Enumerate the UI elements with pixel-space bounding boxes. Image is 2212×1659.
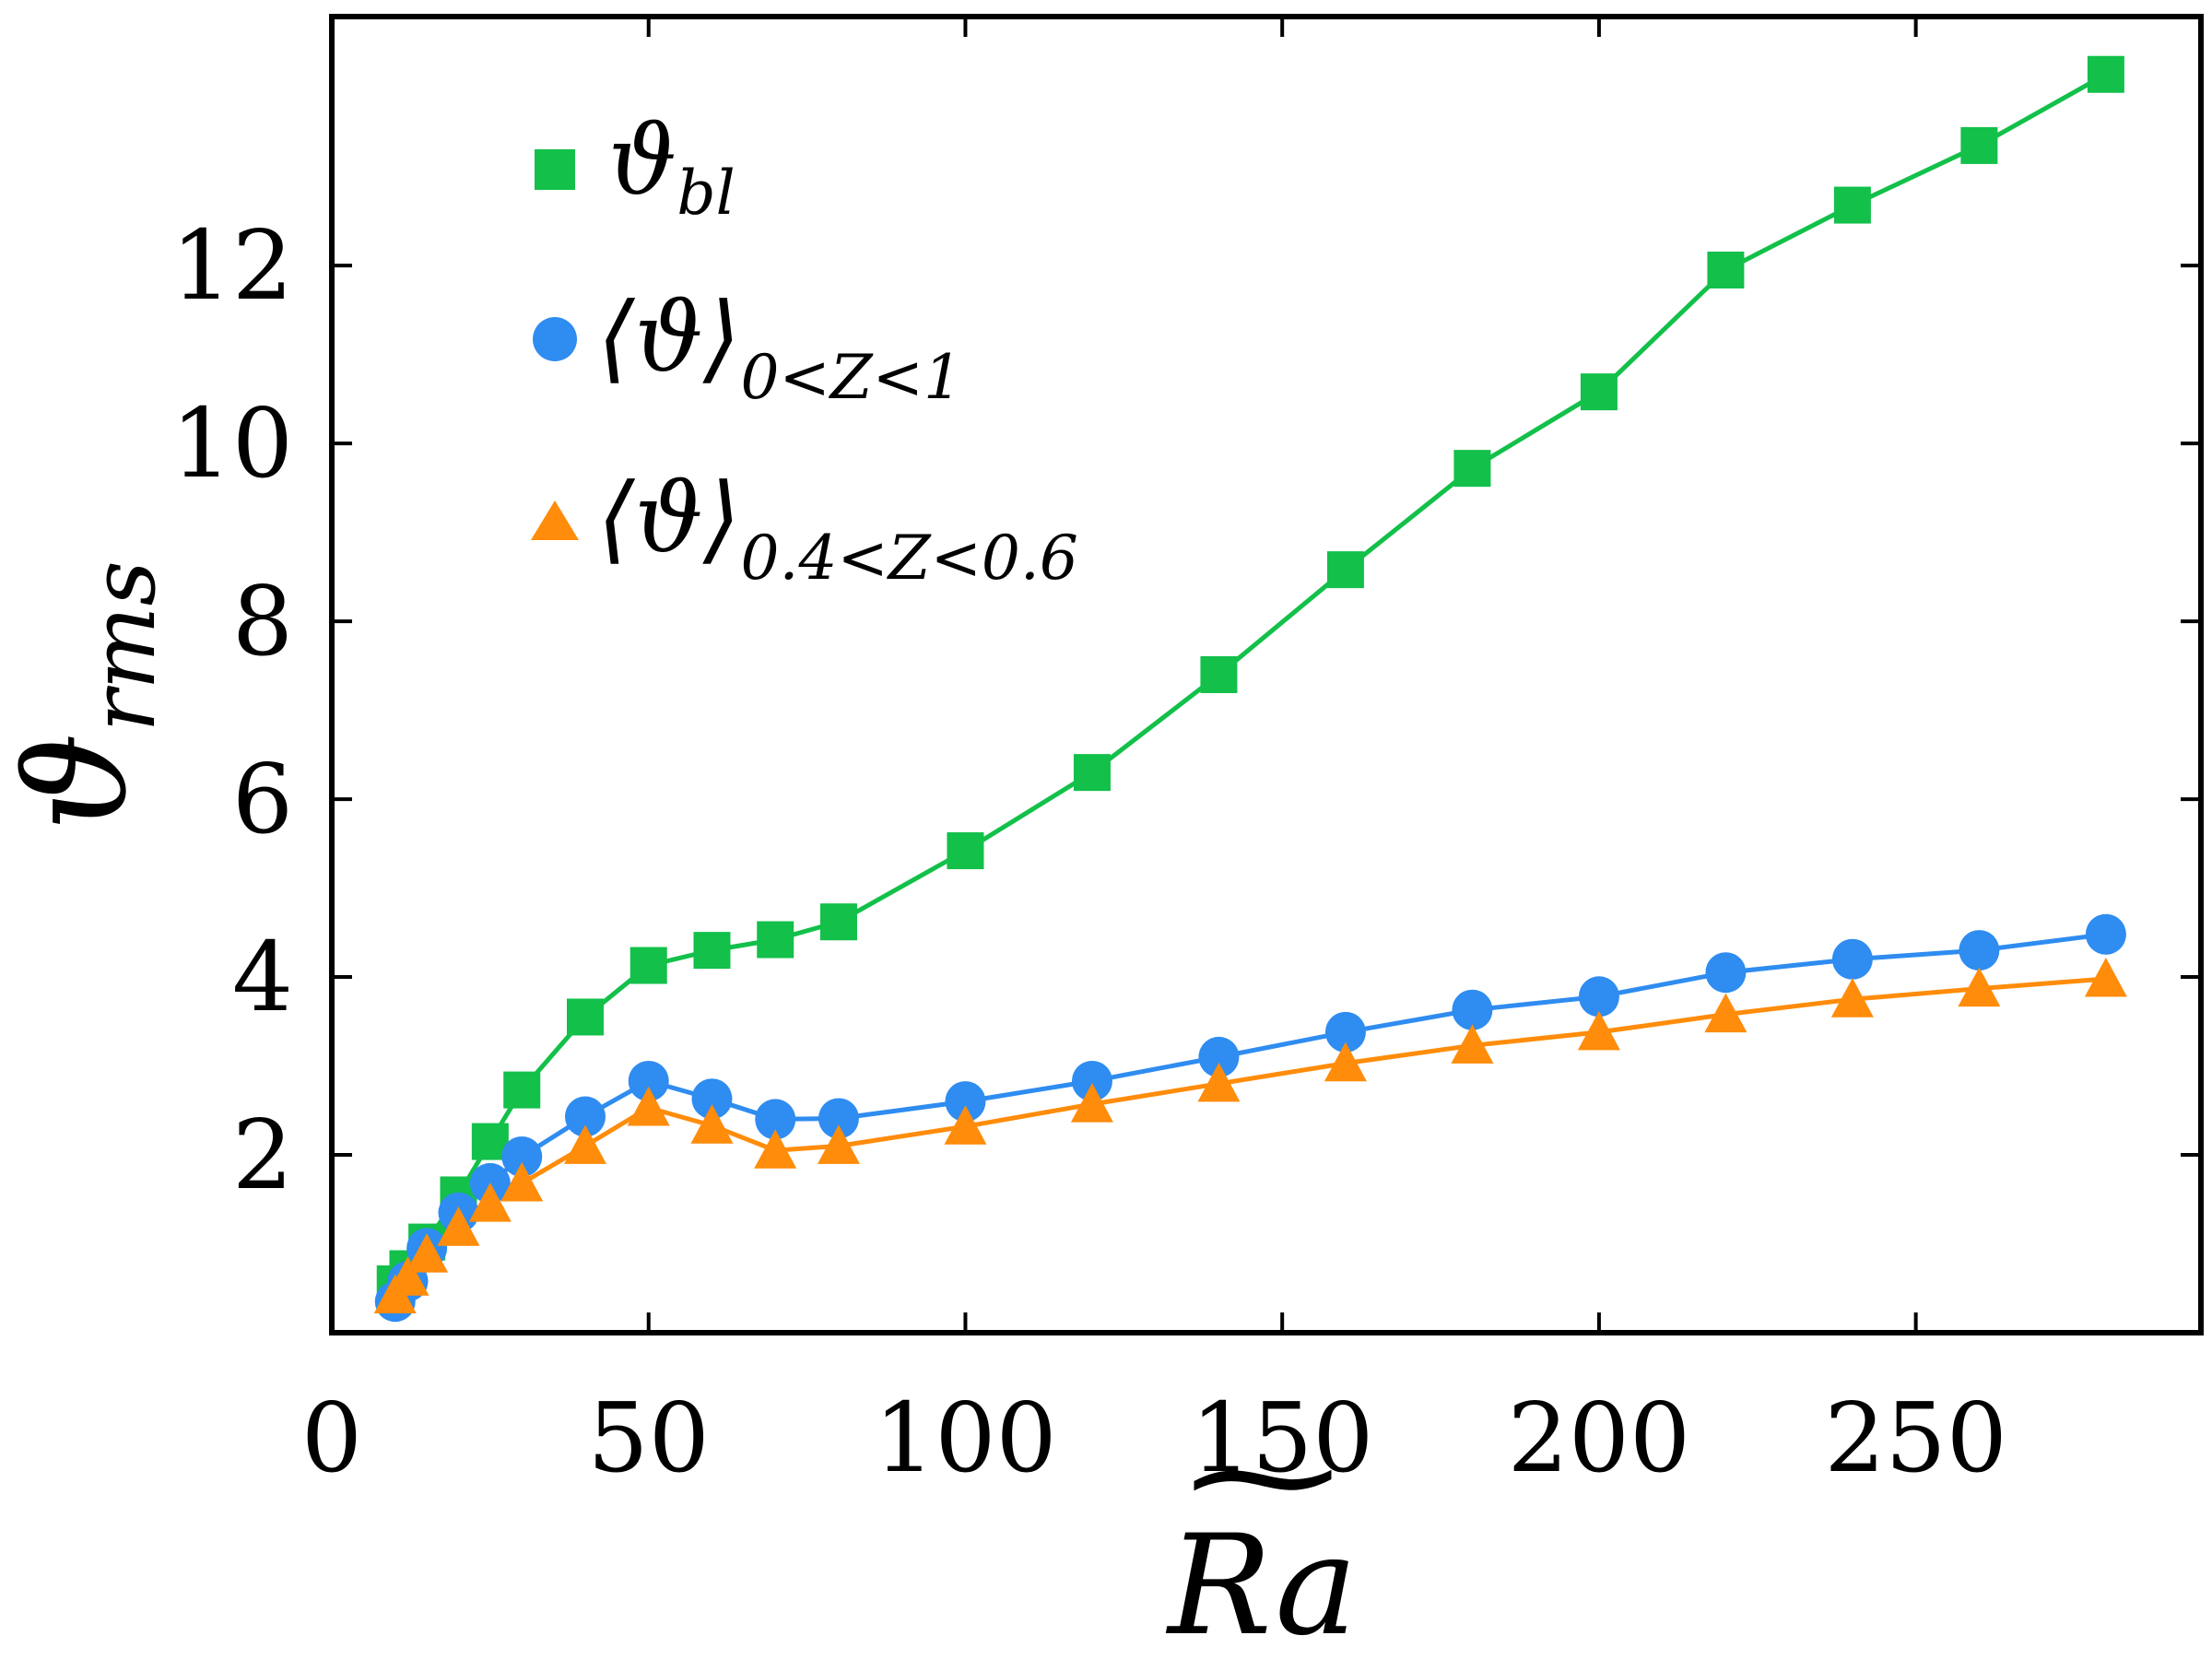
data-point-square [1453, 450, 1491, 488]
y-axis-title: ϑrms [0, 560, 175, 830]
data-point-square [1580, 373, 1618, 411]
data-point-triangle [1070, 1083, 1113, 1123]
data-point-circle [755, 1099, 796, 1140]
x-tick-label: 200 [1508, 1382, 1691, 1494]
data-point-circle [945, 1081, 986, 1123]
y-axis-title-main: ϑ [0, 732, 158, 830]
data-point-circle [1831, 938, 1873, 980]
data-point-circle [1452, 989, 1493, 1030]
data-point-triangle [468, 1182, 512, 1222]
data-point-square [503, 1071, 541, 1109]
legend-label-sub: 0<Z<1 [741, 342, 962, 413]
data-point-triangle [1197, 1062, 1241, 1102]
y-tick-label: 10 [171, 387, 293, 500]
y-tick-label: 8 [232, 565, 293, 677]
data-point-square [1200, 656, 1238, 693]
data-point-triangle [1451, 1024, 1494, 1064]
data-point-circle [628, 1060, 669, 1101]
data-point-square [693, 932, 731, 970]
data-point-circle [818, 1098, 859, 1139]
legend-marker-square [535, 149, 575, 190]
x-axis-title-accent: ~ [1171, 1402, 1354, 1552]
data-point-triangle [563, 1124, 606, 1164]
data-point-circle [2085, 913, 2126, 955]
tick-labels-layer: 0 50 100 150 200 250 2 4 6 8 10 12 [171, 209, 2007, 1494]
data-point-triangle [1958, 967, 2001, 1007]
legend-entry-theta-04-06: ⟨ϑ⟩0.4<Z<0.6 [531, 462, 1078, 594]
ticks-layer [330, 17, 2201, 1333]
data-point-circle [1071, 1060, 1112, 1101]
y-axis-title-sub: rms [72, 560, 175, 732]
x-tick-label: 150 [1191, 1382, 1374, 1494]
x-tick-label: 100 [874, 1382, 1057, 1494]
data-point-triangle [437, 1206, 480, 1246]
x-axis-title-main: Ra [1165, 1506, 1358, 1659]
data-point-square [629, 947, 667, 984]
data-point-triangle [754, 1129, 797, 1169]
legend: ϑbl ⟨ϑ⟩0<Z<1 ⟨ϑ⟩0.4<Z<0.6 [531, 104, 1078, 594]
data-point-triangle [817, 1124, 860, 1164]
x-tick-label: 0 [301, 1382, 362, 1494]
data-point-triangle [627, 1086, 670, 1126]
svg-text:ϑrms: ϑrms [0, 560, 175, 830]
y-tick-label: 12 [171, 209, 293, 322]
series-layer [373, 55, 2127, 1323]
data-point-circle [1705, 952, 1747, 994]
plot-frame [329, 14, 2204, 1335]
data-point-triangle [944, 1105, 987, 1145]
data-point-triangle [1324, 1041, 1367, 1082]
data-point-square [1707, 251, 1745, 288]
data-point-square [1833, 186, 1871, 224]
data-point-circle [564, 1096, 606, 1137]
data-point-circle [501, 1135, 543, 1177]
data-point-triangle [406, 1233, 449, 1273]
data-point-square [1073, 754, 1111, 792]
legend-entry-theta-0-1: ⟨ϑ⟩0<Z<1 [533, 281, 962, 413]
data-point-square [947, 832, 984, 870]
series-line-triangle [393, 976, 2107, 1297]
svg-text:⟨ϑ⟩0.4<Z<0.6: ⟨ϑ⟩0.4<Z<0.6 [597, 462, 1078, 594]
data-point-circle [691, 1078, 733, 1120]
data-point-triangle [2084, 957, 2127, 997]
data-point-triangle [386, 1256, 429, 1296]
legend-entry-theta-bl: ϑbl [535, 104, 735, 229]
y-tick-label: 2 [232, 1099, 293, 1211]
data-point-circle [1959, 930, 2000, 971]
y-tick-label: 6 [232, 743, 293, 855]
data-point-square [1326, 551, 1364, 589]
data-point-triangle [500, 1161, 544, 1202]
legend-marker-circle [533, 317, 577, 361]
legend-label-sub: bl [677, 158, 735, 229]
x-axis-title: Ra ~ [1165, 1402, 1358, 1659]
legend-label-main: ϑ [608, 104, 677, 217]
legend-label-main: ⟨ϑ⟩ [597, 281, 741, 394]
svg-text:ϑbl: ϑbl [608, 104, 735, 229]
legend-marker-triangle [531, 500, 579, 540]
data-point-triangle [1577, 1010, 1620, 1051]
legend-label-sub: 0.4<Z<0.6 [741, 523, 1078, 594]
data-point-triangle [1704, 993, 1747, 1033]
data-point-circle [1324, 1011, 1366, 1053]
data-point-circle [1578, 976, 1619, 1018]
data-point-triangle [1830, 978, 1874, 1018]
data-point-triangle [690, 1104, 734, 1144]
data-point-square [1960, 126, 1998, 164]
y-tick-label: 4 [232, 921, 293, 1033]
data-point-circle [1198, 1036, 1240, 1077]
x-tick-label: 250 [1824, 1382, 2007, 1494]
svg-text:⟨ϑ⟩0<Z<1: ⟨ϑ⟩0<Z<1 [597, 281, 962, 413]
data-point-square [757, 921, 794, 959]
legend-label-main: ⟨ϑ⟩ [597, 462, 741, 574]
data-point-square [819, 903, 857, 941]
x-tick-label: 50 [588, 1382, 710, 1494]
data-point-square [2087, 55, 2124, 93]
data-point-square [566, 998, 604, 1036]
